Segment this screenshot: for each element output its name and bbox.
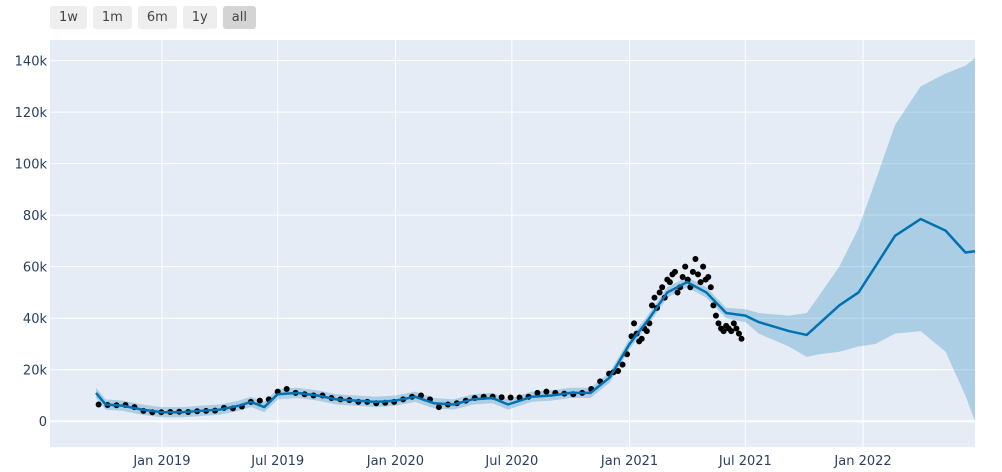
actual-point	[507, 394, 514, 401]
actual-point	[666, 279, 673, 286]
actual-point	[712, 312, 719, 319]
actual-point	[682, 263, 689, 270]
actual-point	[697, 279, 704, 286]
actual-point	[648, 302, 655, 309]
x-tick-label: Jul 2020	[484, 454, 538, 469]
actual-point	[615, 368, 622, 375]
actual-points	[95, 255, 745, 416]
forecast-line	[95, 217, 976, 414]
actual-point	[659, 284, 666, 291]
range-button-6m[interactable]: 6m	[137, 6, 177, 29]
range-button-1m[interactable]: 1m	[92, 6, 132, 29]
actual-point	[695, 271, 702, 278]
actual-point	[733, 325, 740, 332]
actual-point	[283, 386, 290, 393]
x-tick-label: Jan 2021	[600, 454, 658, 469]
y-tick-label: 80k	[23, 209, 48, 224]
actual-point	[689, 268, 696, 275]
actual-point	[643, 328, 650, 335]
actual-point	[498, 394, 505, 401]
y-tick-label: 100k	[15, 158, 48, 173]
actual-point	[692, 255, 699, 262]
actual-point	[728, 328, 735, 335]
actual-point	[684, 276, 691, 283]
y-tick-label: 120k	[15, 106, 48, 121]
actual-point	[720, 328, 727, 335]
actual-point	[435, 404, 442, 411]
y-tick-label: 40k	[23, 312, 48, 327]
actual-point	[256, 397, 263, 404]
actual-point	[730, 320, 737, 327]
uncertainty-band	[96, 58, 975, 422]
actual-point	[631, 320, 638, 327]
actual-point	[679, 273, 686, 280]
y-tick-label: 0	[39, 415, 47, 430]
x-tick-label: Jul 2021	[718, 454, 772, 469]
range-selector: 1w 1m 6m 1y all	[50, 6, 256, 29]
actual-point	[619, 361, 626, 368]
range-button-1w[interactable]: 1w	[50, 6, 87, 29]
plot-background	[50, 40, 975, 447]
y-tick-label: 20k	[23, 364, 48, 379]
actual-point	[95, 401, 102, 408]
range-button-1y[interactable]: 1y	[182, 6, 217, 29]
actual-point	[710, 302, 717, 309]
y-tick-label: 60k	[23, 261, 48, 276]
x-tick-label: Jan 2019	[132, 454, 190, 469]
actual-point	[638, 335, 645, 342]
actual-point	[674, 289, 681, 296]
x-tick-label: Jan 2020	[366, 454, 424, 469]
actual-point	[700, 263, 707, 270]
x-tick-label: Jan 2022	[833, 454, 891, 469]
actual-point	[715, 320, 722, 327]
x-tick-label: Jul 2019	[250, 454, 304, 469]
actual-point	[543, 388, 550, 395]
y-tick-label: 140k	[15, 55, 48, 70]
actual-point	[707, 284, 714, 291]
range-button-all[interactable]: all	[222, 6, 256, 29]
actual-point	[705, 273, 712, 280]
actual-point	[656, 289, 663, 296]
actual-point	[651, 294, 658, 301]
actual-point	[671, 268, 678, 275]
actual-point	[735, 330, 742, 337]
actual-point	[534, 389, 541, 396]
actual-point	[738, 335, 745, 342]
